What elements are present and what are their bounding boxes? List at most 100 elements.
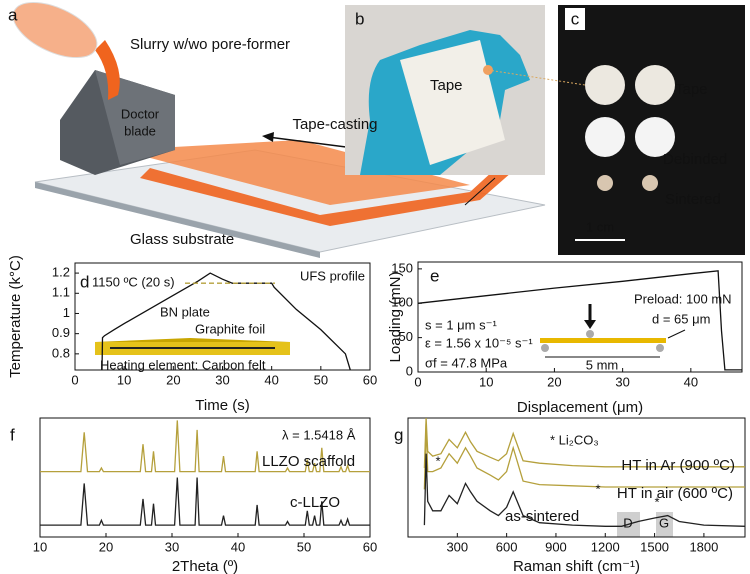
x-tick-label: 60 [363, 539, 377, 554]
glass-edge [35, 182, 320, 258]
annotation: Doctor [121, 106, 160, 121]
annotation: 1 cm [586, 219, 614, 234]
data-line [40, 420, 370, 473]
x-tick-label: 300 [446, 539, 468, 554]
carbon-felt-top [95, 338, 290, 342]
annotation: 5 mm [586, 357, 619, 372]
x-tick-label: 20 [166, 372, 180, 387]
reference-label: 1150 ºC (20 s) [92, 275, 175, 290]
y-tick-label: 1.2 [52, 265, 70, 280]
data-line [40, 477, 370, 526]
data-line [423, 417, 745, 469]
annotation: Tape-casting [292, 116, 377, 133]
tape [140, 160, 520, 226]
annotation: D [623, 515, 632, 530]
x-tick-label: 40 [684, 374, 698, 389]
tape-sample [400, 40, 505, 165]
annotation: Tape [430, 77, 463, 94]
label-box [565, 8, 585, 30]
series-label: HT in air (600 ºC) [617, 485, 733, 502]
x-tick-label: 40 [264, 372, 278, 387]
x-axis-title: Time (s) [195, 397, 249, 414]
panel-label: a [8, 5, 18, 24]
arrow-head [262, 132, 274, 142]
series-label: LLZO scaffold [262, 453, 355, 470]
series-label: c-LLZO [290, 494, 340, 511]
panel-label: d [80, 272, 89, 291]
x-tick-label: 1200 [591, 539, 620, 554]
y-tick-label: 100 [391, 295, 413, 310]
panel-label: g [394, 425, 403, 444]
plot-frame [407, 417, 746, 538]
sample-bar [540, 338, 666, 343]
x-tick-label: 50 [297, 539, 311, 554]
y-tick-label: 0.8 [52, 345, 70, 360]
g-band [656, 512, 673, 537]
beaker [12, 1, 98, 59]
photo-c [487, 5, 745, 255]
x-tick-label: 30 [215, 372, 229, 387]
y-tick-label: 1 [63, 305, 70, 320]
annotation: Preload: 100 mN [634, 291, 732, 306]
y-tick-label: 1.1 [52, 285, 70, 300]
disc [635, 117, 675, 157]
x-tick-label: 1500 [640, 539, 669, 554]
data-line [423, 423, 745, 490]
pointer [464, 177, 496, 206]
y-axis-title: Temperature (k°C) [7, 255, 24, 378]
annotation: * [595, 481, 600, 496]
support [541, 344, 549, 352]
x-tick-label: 10 [479, 374, 493, 389]
panel-label: f [10, 425, 15, 444]
loading-pin [586, 330, 594, 338]
x-tick-label: 10 [117, 372, 131, 387]
x-tick-label: 30 [165, 539, 179, 554]
guide [487, 69, 586, 86]
y-tick-label: 150 [391, 260, 413, 275]
x-tick-label: 600 [496, 539, 518, 554]
x-tick-label: 30 [615, 374, 629, 389]
x-tick-label: 20 [547, 374, 561, 389]
y-tick-label: 50 [399, 329, 413, 344]
annotation: Slurry w/wo pore-former [130, 36, 290, 53]
panel-label: e [430, 266, 439, 285]
y-tick-label: 0.9 [52, 325, 70, 340]
series-label: as-sintered [505, 508, 579, 525]
y-tick-label: 0 [406, 363, 413, 378]
disc [585, 65, 625, 105]
annotation: Tape [675, 81, 708, 98]
x-axis-title: Raman shift (cm⁻¹) [513, 558, 640, 574]
x-tick-label: 0 [414, 374, 421, 389]
x-tick-label: 900 [545, 539, 567, 554]
panel-label: c [571, 9, 580, 28]
tape-casting-illustration [12, 1, 546, 258]
annotation: BN plate [160, 304, 210, 319]
x-axis-title: Displacement (μm) [517, 399, 643, 416]
data-line [417, 270, 742, 371]
bending-setup [540, 304, 686, 358]
annotation: Debinded [663, 151, 727, 168]
x-tick-label: 20 [99, 539, 113, 554]
annotation: * [654, 494, 659, 509]
annotation: d = 65 μm [652, 311, 710, 326]
annotation: λ = 1.5418 Å [282, 427, 356, 442]
x-tick-label: 1800 [689, 539, 718, 554]
annotation: Glass substrate [130, 231, 234, 248]
x-tick-label: 10 [33, 539, 47, 554]
annotation: * [435, 453, 440, 468]
x-tick-label: 50 [314, 372, 328, 387]
annotation: * Li₂CO₃ [550, 432, 599, 447]
panel-label: b [355, 9, 364, 28]
x-axis-title: 2Theta (º) [172, 558, 238, 574]
annotation: blade [124, 123, 156, 138]
x-tick-label: 0 [71, 372, 78, 387]
x-tick-label: 40 [231, 539, 245, 554]
disc [642, 175, 658, 191]
x-tick-label: 60 [363, 372, 377, 387]
disc [597, 175, 613, 191]
tape-surface [120, 140, 470, 205]
load-arrow-head [584, 320, 596, 329]
slurry-stream [95, 40, 120, 100]
annotation: UFS profile [300, 268, 365, 283]
